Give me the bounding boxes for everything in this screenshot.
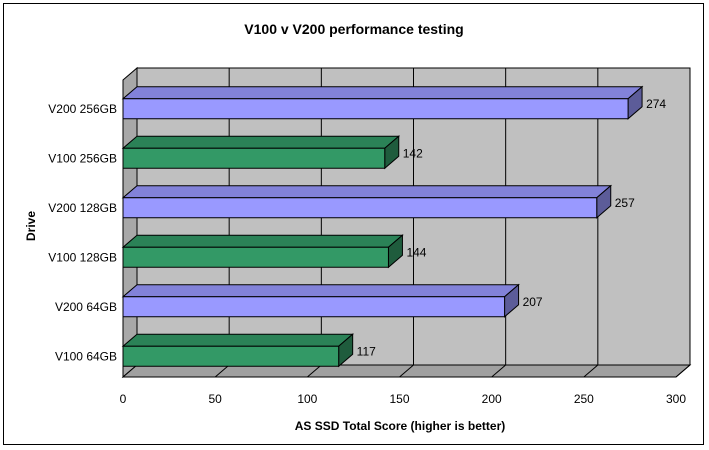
- floor-gridline: [307, 364, 322, 378]
- data-label: 207: [523, 295, 543, 309]
- bar: [121, 333, 355, 368]
- bar: [121, 135, 401, 170]
- bar-front-face: [122, 296, 506, 318]
- x-tick-label: 200: [482, 392, 502, 406]
- data-label: 274: [646, 97, 666, 111]
- x-axis-tick-labels: 0 50 100 150 200 250 300: [120, 392, 687, 406]
- floor-gridline: [214, 364, 230, 378]
- bar-front-face: [122, 246, 389, 268]
- data-labels: 274 142 257 144 207 117: [357, 97, 667, 359]
- bar-top-face: [121, 234, 404, 248]
- bar-top-face: [121, 185, 613, 199]
- x-tick-label: 100: [297, 392, 317, 406]
- y-tick-label: V200 128GB: [48, 201, 117, 215]
- floor-gridline: [583, 364, 599, 378]
- data-label: 117: [357, 344, 376, 358]
- x-tick-label: 50: [208, 392, 222, 406]
- data-label: 257: [615, 196, 635, 210]
- y-tick-label: V100 128GB: [48, 250, 117, 264]
- bar-front-face: [122, 197, 598, 219]
- bar: [121, 234, 404, 269]
- x-tick-label: 0: [120, 392, 127, 406]
- bar-front-face: [122, 98, 629, 120]
- y-axis-tick-labels: V200 256GB V100 256GB V200 128GB V100 128GB…: [48, 102, 117, 364]
- bar-front-face: [122, 345, 340, 367]
- y-tick-label: V100 256GB: [48, 151, 117, 165]
- bar: [121, 184, 613, 219]
- floor-gridline: [675, 364, 691, 378]
- chart-title: V100 v V200 performance testing: [244, 21, 463, 37]
- bar-top-face: [121, 333, 355, 347]
- y-tick-label: V100 64GB: [55, 349, 117, 363]
- bar-top-face: [121, 135, 401, 149]
- bar-top-face: [121, 284, 520, 298]
- bars: [121, 85, 644, 368]
- bar: [121, 85, 644, 120]
- x-tick-label: 250: [574, 392, 594, 406]
- bar-top-face: [121, 86, 644, 100]
- data-label: 144: [406, 245, 426, 259]
- x-tick-label: 150: [389, 392, 409, 406]
- y-tick-label: V200 64GB: [55, 300, 117, 314]
- y-tick-label: V200 256GB: [48, 102, 117, 116]
- floor-gridline: [399, 364, 414, 378]
- bar: [121, 283, 520, 318]
- y-axis-title: Drive: [24, 211, 38, 241]
- data-label: 142: [403, 146, 423, 160]
- bar-front-face: [122, 147, 386, 169]
- x-axis-title: AS SSD Total Score (higher is better): [295, 419, 505, 433]
- x-tick-label: 300: [666, 392, 686, 406]
- floor-gridline: [491, 364, 506, 378]
